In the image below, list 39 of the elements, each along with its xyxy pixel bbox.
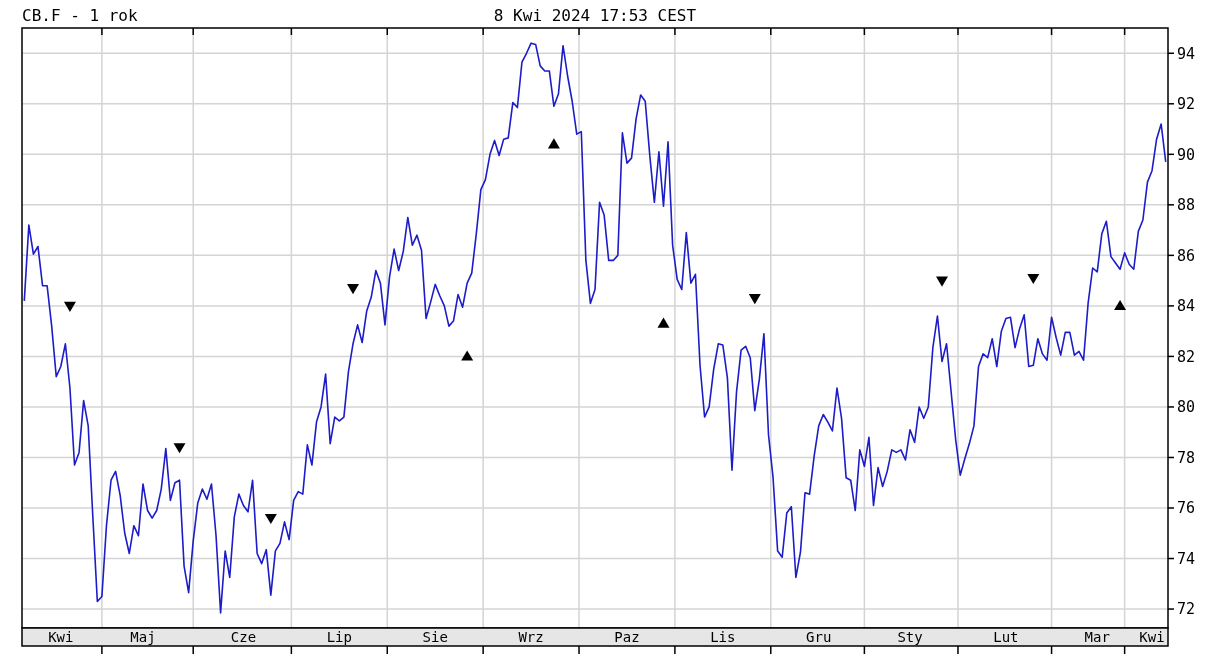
x-tick-label: Cze [230,629,257,645]
point [264,513,277,525]
point [1027,273,1040,285]
x-tick-label: Wrz [518,629,544,645]
y-tick-label: 86 [1177,246,1196,265]
point [547,138,560,149]
x-tick-label: Mar [1084,629,1110,645]
point [63,301,76,312]
point [936,276,948,287]
point [173,443,186,454]
y-tick-label: 78 [1177,448,1196,467]
y-tick-label: 76 [1177,499,1196,518]
y-tick-label: 82 [1177,347,1196,366]
point [657,317,670,328]
point [461,350,474,361]
y-tick-label: 88 [1177,196,1196,215]
x-tick-label: Lip [326,629,352,645]
y-tick-label: 92 [1177,95,1196,114]
y-tick-label: 94 [1177,44,1196,63]
y-tick-label: 90 [1177,145,1196,164]
y-tick-label: 74 [1177,549,1196,568]
y-tick-label: 84 [1177,297,1196,316]
x-tick-label: Gru [806,629,832,645]
x-tick-label: Kwi [1139,629,1165,645]
point [1114,299,1127,311]
x-tick-label: Kwi [48,629,74,645]
x-tick-label: Maj [130,629,156,645]
y-tick-label: 72 [1177,600,1196,619]
point [748,294,761,305]
line-series [23,42,1167,614]
x-tick-label: Sty [897,629,923,645]
x-tick-label: Lis [710,629,736,645]
y-tick-label: 80 [1177,398,1196,417]
chart-title: CB.F - 1 rok [22,6,138,25]
x-tick-label: Lut [993,629,1019,645]
x-tick-label: Sie [422,629,448,645]
x-tick-label: Paz [614,629,640,645]
chart-subtitle: 8 Kwi 2024 17:53 CEST [493,6,697,25]
point [347,284,360,295]
